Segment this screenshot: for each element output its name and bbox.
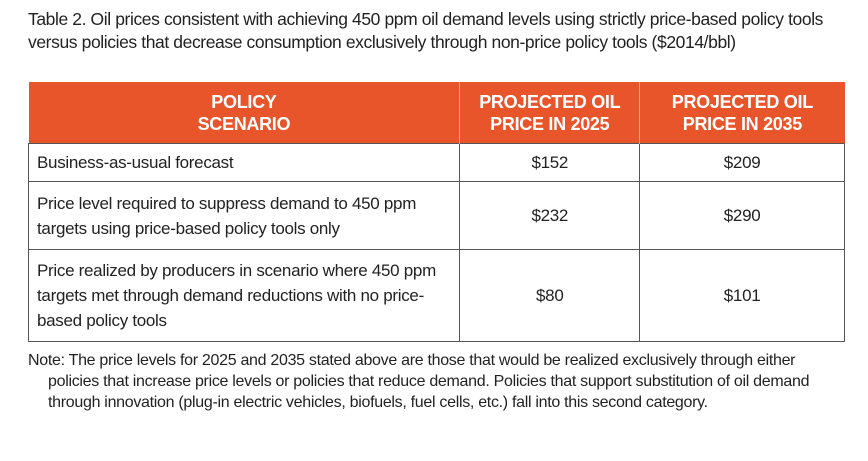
table-body: Business-as-usual forecast $152 $209 Price … (27, 143, 845, 342)
price-cell: $80 (459, 249, 641, 342)
scenario-cell: Price realized by producers in scenario … (27, 249, 461, 342)
table-note: Note: The price levels for 2025 and 2035… (28, 352, 810, 411)
header-cell: PROJECTED OIL PRICE IN 2025 (459, 82, 641, 144)
scenario-cell: Price level required to suppress demand … (27, 181, 461, 250)
price-cell: $152 (459, 143, 641, 182)
price-cell: $209 (639, 143, 845, 182)
price-cell: $101 (639, 249, 845, 342)
price-cell: $232 (459, 181, 641, 250)
header-row: POLICY SCENARIO PROJECTED OIL PRICE IN 2… (28, 82, 845, 144)
header-text: PROJECTED OIL PRICE IN 2025 (479, 91, 621, 134)
scenario-cell: Business-as-usual forecast (27, 143, 461, 182)
table-row: Price level required to suppress demand … (27, 181, 845, 250)
header-cell: PROJECTED OIL PRICE IN 2035 (639, 82, 845, 144)
header-text: POLICY SCENARIO (197, 91, 291, 134)
table-row: Business-as-usual forecast $152 $209 (27, 143, 845, 182)
table-caption: Table 2. Oil prices consistent with achi… (28, 9, 824, 52)
table-row: Price realized by producers in scenario … (27, 249, 845, 342)
price-table: POLICY SCENARIO PROJECTED OIL PRICE IN 2… (27, 82, 845, 342)
price-cell: $290 (639, 181, 845, 250)
header-text: PROJECTED OIL PRICE IN 2035 (671, 91, 813, 134)
header-cell: POLICY SCENARIO (28, 82, 461, 144)
